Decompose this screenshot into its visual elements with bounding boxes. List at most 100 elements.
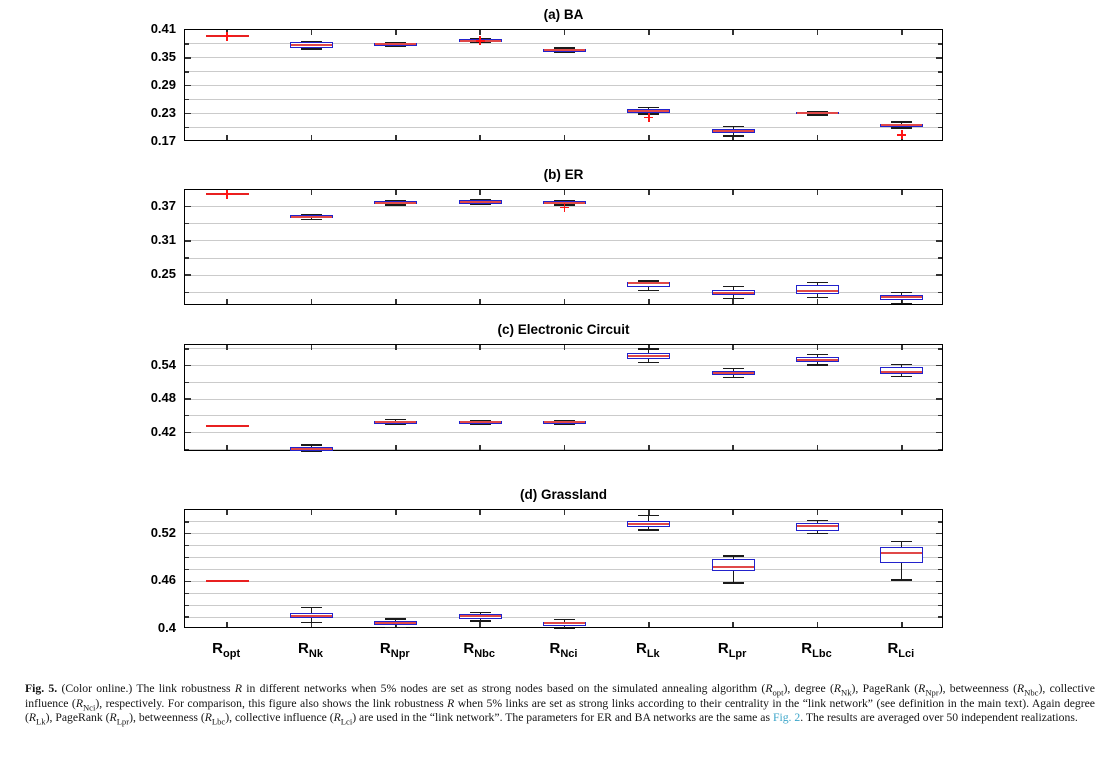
outlier-marker xyxy=(563,202,566,212)
panel-title-c: (c) Electronic Circuit xyxy=(497,321,630,337)
caption-text: Nci xyxy=(82,701,96,712)
y-axis-tick xyxy=(185,112,191,115)
x-axis-tick xyxy=(395,30,397,35)
gridline xyxy=(185,43,942,45)
y-axis-tick xyxy=(938,348,942,350)
whisker-cap xyxy=(385,424,407,426)
median-line xyxy=(544,622,585,625)
figure-2-link[interactable]: Fig. 2 xyxy=(772,711,801,725)
whisker-cap xyxy=(638,529,660,531)
gridline xyxy=(185,557,942,559)
box xyxy=(880,547,924,564)
whisker-cap xyxy=(554,51,575,53)
y-axis-tick xyxy=(938,381,942,384)
y-axis-tick xyxy=(938,568,942,571)
median-line xyxy=(205,580,249,583)
x-axis-tick xyxy=(479,445,481,450)
x-axis-tick xyxy=(732,445,734,450)
gridline xyxy=(185,223,942,225)
median-line xyxy=(712,291,754,294)
x-axis-tick xyxy=(648,299,650,304)
x-label-subscript: Npr xyxy=(390,648,410,660)
x-tick-label-R_Npr: RNpr xyxy=(355,640,435,660)
whisker-cap xyxy=(891,579,913,581)
y-tick-label: 0.35 xyxy=(150,48,176,64)
x-tick-label-R_Nk: RNk xyxy=(271,640,351,660)
caption-text: R xyxy=(333,711,341,725)
x-axis-tick xyxy=(901,510,903,515)
y-tick-label: 0.17 xyxy=(150,132,176,148)
whisker-cap xyxy=(301,621,322,624)
whisker-cap xyxy=(469,199,491,201)
whisker-cap xyxy=(891,541,913,543)
x-axis-tick xyxy=(395,299,397,304)
caption-text: ) are used in the “link network”. The pa… xyxy=(352,711,773,725)
y-tick-label: 0.31 xyxy=(150,231,176,247)
whisker-cap xyxy=(385,199,407,202)
y-tick-label: 0.25 xyxy=(150,266,176,282)
x-label-base: R xyxy=(635,640,647,657)
figure-caption: Fig. 5. (Color online.) The link robustn… xyxy=(25,682,1095,726)
caption-text: R xyxy=(1017,682,1025,695)
x-tick-label-R_Lk: RLk xyxy=(608,640,688,660)
whisker-cap xyxy=(301,444,322,446)
y-axis-tick xyxy=(936,240,942,242)
x-axis-tick xyxy=(479,510,481,515)
panel-d-plot xyxy=(184,509,943,629)
median-line xyxy=(797,524,838,527)
y-axis-tick xyxy=(185,556,189,559)
whisker-cap xyxy=(807,364,828,366)
y-axis-tick xyxy=(936,364,942,367)
x-axis-tick xyxy=(648,622,650,627)
y-axis-tick xyxy=(185,381,189,384)
x-axis-tick xyxy=(816,445,819,450)
whisker-cap xyxy=(891,121,913,123)
x-axis-tick xyxy=(563,344,566,350)
caption-text: ), betweenness ( xyxy=(938,682,1018,695)
whisker-cap xyxy=(807,281,828,284)
x-axis-tick xyxy=(310,134,313,140)
gridline xyxy=(185,365,942,367)
caption-text: Npr xyxy=(925,687,939,698)
median-line xyxy=(291,448,332,451)
y-tick-label: 0.48 xyxy=(150,390,176,406)
x-axis-tick xyxy=(310,510,313,515)
caption-text: Lci xyxy=(340,716,353,727)
whisker-cap xyxy=(722,555,744,557)
x-tick-label-R_Lbc: RLbc xyxy=(777,640,857,660)
whisker-cap xyxy=(891,127,913,129)
x-axis-tick xyxy=(732,134,734,140)
y-axis-tick xyxy=(185,274,191,276)
gridline xyxy=(185,432,942,433)
median-line xyxy=(881,551,923,554)
x-label-base: R xyxy=(887,640,899,657)
whisker-cap xyxy=(469,419,491,421)
gridline xyxy=(185,604,942,606)
whisker-cap xyxy=(807,110,828,112)
x-label-base: R xyxy=(549,640,561,657)
whisker-cap xyxy=(385,46,407,48)
y-axis-tick xyxy=(936,274,942,276)
median-line xyxy=(797,358,838,361)
whisker-cap xyxy=(301,219,322,221)
x-axis-tick xyxy=(563,189,566,195)
y-tick-label: 0.52 xyxy=(150,524,176,540)
y-axis-tick xyxy=(936,533,942,535)
x-axis-tick xyxy=(732,344,734,350)
y-axis-tick xyxy=(185,431,191,434)
whisker-cap xyxy=(469,424,491,426)
y-axis-tick xyxy=(185,545,189,547)
panel-b-plot xyxy=(184,188,943,305)
x-axis-tick xyxy=(310,344,313,350)
x-axis-tick xyxy=(816,622,819,627)
x-label-subscript: Nci xyxy=(560,648,578,660)
whisker-cap xyxy=(722,125,744,128)
x-axis-tick xyxy=(816,510,819,515)
median-line xyxy=(291,43,332,46)
box xyxy=(711,559,755,572)
y-axis-tick xyxy=(185,240,191,242)
whisker-cap xyxy=(638,280,660,282)
x-axis-tick xyxy=(226,134,228,140)
gridline xyxy=(185,381,942,383)
median-line xyxy=(544,201,585,204)
